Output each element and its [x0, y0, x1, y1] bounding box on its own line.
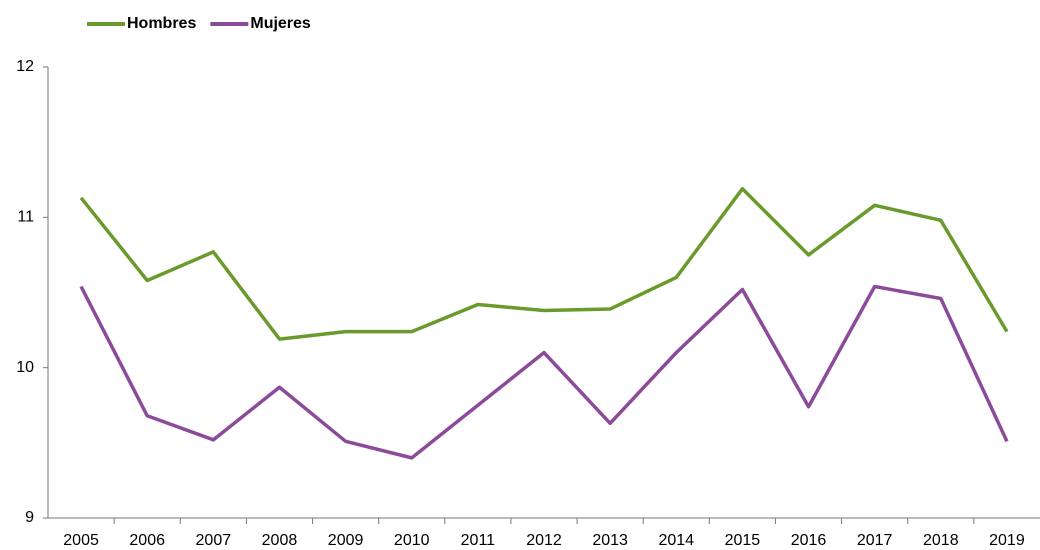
y-tick-label: 11 — [17, 209, 34, 226]
y-tick-label: 10 — [16, 359, 34, 376]
x-tick-label: 2008 — [262, 532, 298, 549]
x-tick-label: 2005 — [63, 532, 99, 549]
series-line — [79, 187, 1009, 341]
x-tick-label: 2015 — [725, 532, 761, 549]
x-tick-label: 2017 — [857, 532, 893, 549]
series-line — [79, 284, 1009, 460]
legend-label: Mujeres — [250, 15, 311, 32]
x-tick-label: 2007 — [196, 532, 232, 549]
x-tick-label: 2010 — [394, 532, 430, 549]
x-tick-label: 2018 — [923, 532, 959, 549]
x-tick-label: 2013 — [592, 532, 628, 549]
x-tick-label: 2011 — [461, 532, 496, 549]
x-tick-label: 2012 — [526, 532, 562, 549]
x-tick-label: 2019 — [989, 532, 1025, 549]
y-tick-label: 12 — [16, 58, 34, 75]
x-tick-label: 2006 — [129, 532, 165, 549]
legend-label: Hombres — [127, 15, 196, 32]
x-tick-label: 2009 — [328, 532, 364, 549]
x-tick-label: 2014 — [658, 532, 694, 549]
y-tick-label: 9 — [25, 509, 34, 526]
x-tick-label: 2016 — [791, 532, 827, 549]
